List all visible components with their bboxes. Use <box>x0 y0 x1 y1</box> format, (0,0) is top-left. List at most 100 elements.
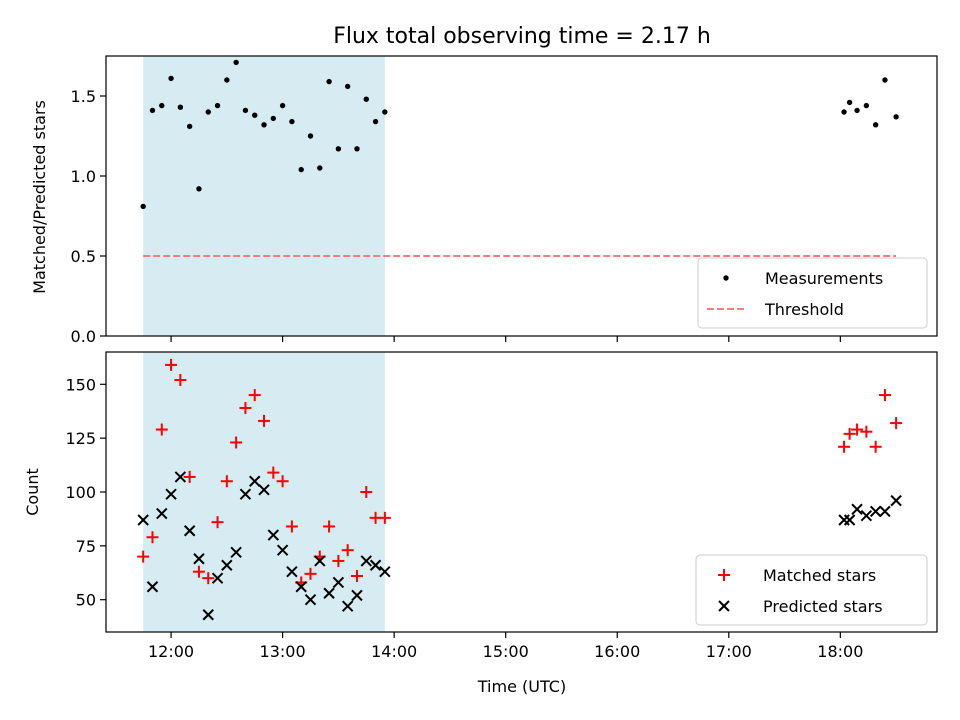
top-point-0 <box>872 122 879 128</box>
top-point-0 <box>882 77 888 83</box>
top-point-0 <box>363 96 369 102</box>
matched-point <box>843 427 856 440</box>
top-point-0 <box>279 102 286 109</box>
predicted-point <box>286 565 298 578</box>
x-tick-label: 13:00 <box>260 642 306 661</box>
matched-point <box>230 436 243 449</box>
legend-label: Matched stars <box>763 566 876 585</box>
predicted-point <box>156 507 168 520</box>
top-point-0 <box>242 107 249 114</box>
top-point-0 <box>168 75 174 82</box>
matched-point <box>878 389 891 402</box>
top-point-0 <box>344 83 351 90</box>
x-tick-label: 15:00 <box>483 642 529 661</box>
matched-point <box>248 389 261 402</box>
predicted-point <box>137 514 149 526</box>
top-point-0 <box>289 118 295 125</box>
top-point-0 <box>149 107 156 114</box>
predicted-point <box>314 555 326 567</box>
bottom-plot: 50 75 100 125 150 12:00 13:00 14:00 15:00 16:00 17… <box>65 351 938 661</box>
predicted-point <box>851 503 863 515</box>
top-point-0 <box>382 109 388 115</box>
bottom-y-tick-label: 150 <box>65 375 96 394</box>
top-y-tick-label: 0.0 <box>71 327 96 346</box>
bottom-shaded-span <box>143 352 385 632</box>
top-point-0 <box>196 186 202 192</box>
matched-point <box>360 486 373 498</box>
top-point-0 <box>841 109 847 115</box>
legend-label: Measurements <box>765 269 883 288</box>
top-point-0 <box>335 146 342 152</box>
top-legend: Measurements Threshold <box>697 257 928 329</box>
top-point-0 <box>354 146 360 152</box>
legend-label: Predicted stars <box>763 597 883 616</box>
matched-point <box>851 423 864 436</box>
matched-point <box>341 544 354 557</box>
top-point-0 <box>186 123 193 130</box>
matched-point <box>890 417 903 430</box>
legend-label: Threshold <box>764 300 844 319</box>
predicted-point <box>146 581 159 593</box>
top-point-0 <box>205 109 211 115</box>
bottom-legend: Matched stars Predicted stars <box>695 554 928 626</box>
matched-point <box>267 466 280 479</box>
matched-point <box>202 572 215 585</box>
predicted-point <box>351 589 363 602</box>
matched-point <box>860 425 873 438</box>
predicted-point <box>332 576 345 589</box>
matched-point <box>174 374 187 386</box>
bottom-y-tick-label: 50 <box>76 591 96 610</box>
top-point-0 <box>214 102 221 109</box>
matched-point <box>220 475 233 488</box>
top-point-0 <box>307 133 314 139</box>
top-axes-frame <box>105 55 938 337</box>
matched-point <box>155 423 168 436</box>
predicted-point <box>304 593 317 606</box>
bottom-y-tick-label: 100 <box>65 483 96 502</box>
predicted-point <box>838 514 850 526</box>
predicted-point <box>295 581 307 593</box>
predicted-point <box>360 555 372 567</box>
top-y-axis-label: Matched/Predicted stars <box>30 100 49 294</box>
predicted-point <box>221 559 233 571</box>
x-axis-label: Time (UTC) <box>477 677 566 696</box>
x-tick-label: 17:00 <box>706 642 752 661</box>
matched-point <box>183 470 196 483</box>
matched-point <box>323 520 336 533</box>
predicted-point <box>890 494 902 507</box>
predicted-point <box>276 544 289 556</box>
x-tick-label: 14:00 <box>371 642 417 661</box>
top-y-tick-label: 0.5 <box>71 247 96 266</box>
matched-point <box>378 511 391 524</box>
matched-point <box>192 565 205 578</box>
matched-point <box>137 550 150 563</box>
x-tick-label: 12:00 <box>148 642 194 661</box>
predicted-point <box>230 546 242 559</box>
top-point-0 <box>252 112 258 118</box>
top-point-0 <box>159 102 165 109</box>
matched-point <box>146 531 159 544</box>
predicted-point <box>379 565 391 578</box>
matched-point <box>211 516 224 529</box>
x-tick-label: 18:00 <box>817 642 863 661</box>
top-shaded-span <box>143 56 385 336</box>
top-y-tick-label: 1.0 <box>71 167 96 186</box>
matched-point <box>869 440 882 453</box>
predicted-point <box>202 609 214 621</box>
bottom-y-axis-label: Count <box>23 468 42 516</box>
matched-point <box>304 567 317 580</box>
top-point-0 <box>233 59 239 66</box>
predicted-point <box>239 488 252 500</box>
predicted-point <box>267 529 280 541</box>
matched-point <box>350 570 363 582</box>
top-point-0 <box>854 107 860 114</box>
matched-point <box>239 402 252 414</box>
bottom-y-tick-label: 75 <box>76 537 96 556</box>
matched-point <box>285 520 298 533</box>
predicted-point <box>323 587 335 599</box>
top-point-0 <box>317 165 323 171</box>
predicted-point <box>341 600 354 612</box>
predicted-point <box>249 475 261 487</box>
predicted-point <box>193 553 205 565</box>
